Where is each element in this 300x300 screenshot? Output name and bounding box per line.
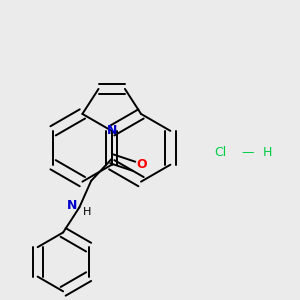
Text: Cl: Cl — [214, 146, 227, 159]
Text: —: — — [241, 146, 253, 159]
Text: H: H — [82, 207, 91, 217]
Text: N: N — [106, 124, 117, 137]
Text: O: O — [137, 158, 147, 171]
Text: H: H — [263, 146, 272, 159]
Text: N: N — [67, 199, 77, 212]
